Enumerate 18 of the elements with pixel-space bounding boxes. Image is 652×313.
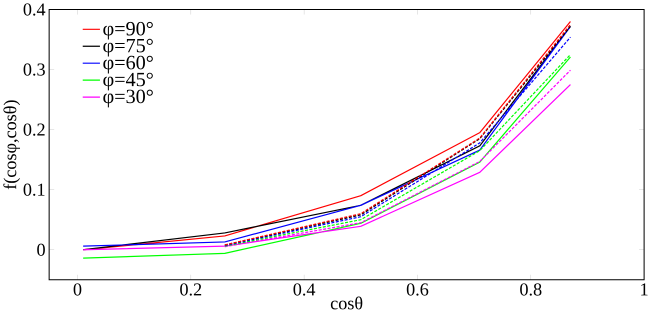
legend-label: φ=30° [103,90,153,108]
x-tick-label: 0.8 [520,283,542,296]
x-tick-label: 1 [641,283,648,296]
x-axis-title: cosθ [330,296,362,310]
y-tick-label: 0 [37,244,45,256]
y-tick-label: 0.2 [24,124,45,136]
x-tick-label: 0.4 [293,283,316,296]
y-axis-title: f(cosφ,cosθ) [3,100,20,190]
x-tick-label: 0.2 [180,283,202,296]
x-tick-label: 0 [74,283,82,296]
y-tick-label: 0.3 [24,64,45,76]
legend-label: φ=75° [103,38,153,57]
y-tick-label: 0.4 [24,3,46,16]
x-tick-label: 0.6 [406,283,428,296]
y-tick-label: 0.1 [24,184,44,196]
legend-label: φ=90° [103,22,153,40]
legend-label: φ=45° [103,72,153,90]
legend-label: φ=60° [103,56,153,74]
